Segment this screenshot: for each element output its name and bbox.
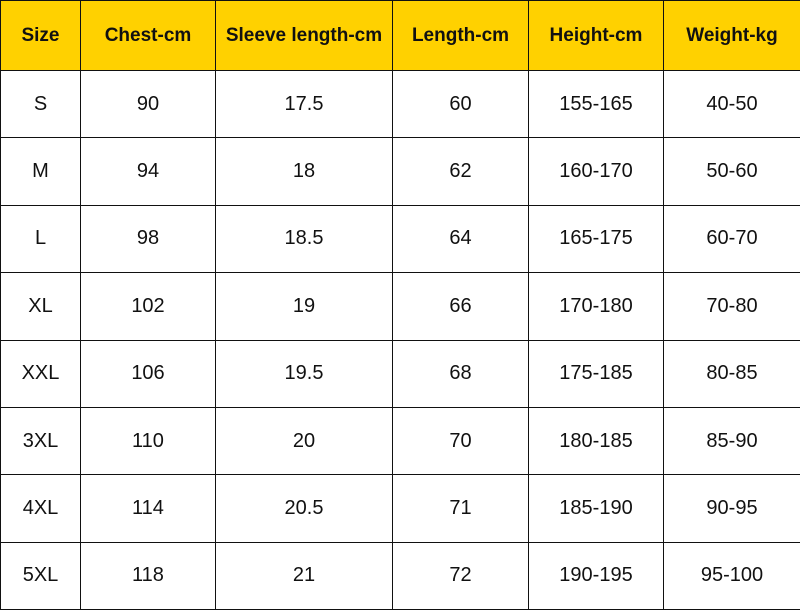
table-cell: 180-185 (528, 406, 664, 476)
table-cell: 70 (392, 406, 529, 476)
table-cell: 5XL (0, 541, 81, 610)
table-cell: 19 (215, 272, 393, 341)
table-cell: 102 (80, 272, 216, 341)
header-cell: Height-cm (528, 0, 664, 71)
header-cell: Sleeve length-cm (215, 0, 393, 71)
table-cell: 17.5 (215, 69, 393, 139)
table-cell: 21 (215, 541, 393, 610)
table-cell: 95-100 (663, 541, 800, 610)
table-row: 4XL 114 20.5 71 185-190 90-95 (0, 474, 800, 543)
table-cell: 68 (392, 339, 529, 408)
table-cell: 160-170 (528, 137, 664, 206)
header-cell: Length-cm (392, 0, 529, 71)
table-cell: 4XL (0, 474, 81, 543)
table-cell: 3XL (0, 406, 81, 476)
header-cell: Chest-cm (80, 0, 216, 71)
table-cell: 185-190 (528, 474, 664, 543)
table-cell: 60-70 (663, 204, 800, 274)
table-cell: M (0, 137, 81, 206)
table-cell: 98 (80, 204, 216, 274)
table-cell: 85-90 (663, 406, 800, 476)
table-cell: 66 (392, 272, 529, 341)
header-cell: Size (0, 0, 81, 71)
table-cell: 72 (392, 541, 529, 610)
table-cell: 62 (392, 137, 529, 206)
table-cell: 155-165 (528, 69, 664, 139)
table-cell: 190-195 (528, 541, 664, 610)
table-cell: 19.5 (215, 339, 393, 408)
table-row: XXL 106 19.5 68 175-185 80-85 (0, 339, 800, 408)
table-cell: XXL (0, 339, 81, 408)
table-cell: XL (0, 272, 81, 341)
table-cell: 18 (215, 137, 393, 206)
table-cell: 110 (80, 406, 216, 476)
table-cell: 94 (80, 137, 216, 206)
table-cell: 71 (392, 474, 529, 543)
table-cell: 50-60 (663, 137, 800, 206)
header-cell: Weight-kg (663, 0, 800, 71)
table-cell: 106 (80, 339, 216, 408)
table-cell: 175-185 (528, 339, 664, 408)
table-row: M 94 18 62 160-170 50-60 (0, 137, 800, 206)
table-cell: 70-80 (663, 272, 800, 341)
table-cell: S (0, 69, 81, 139)
table-cell: 118 (80, 541, 216, 610)
table-cell: 64 (392, 204, 529, 274)
table-cell: 114 (80, 474, 216, 543)
table-row: S 90 17.5 60 155-165 40-50 (0, 69, 800, 139)
table-cell: 20.5 (215, 474, 393, 543)
table-cell: 18.5 (215, 204, 393, 274)
table-cell: 60 (392, 69, 529, 139)
table-cell: 90 (80, 69, 216, 139)
table-cell: 90-95 (663, 474, 800, 543)
header-row: Size Chest-cm Sleeve length-cm Length-cm Hei… (0, 0, 800, 71)
table-row: XL 102 19 66 170-180 70-80 (0, 272, 800, 341)
table-row: 5XL 118 21 72 190-195 95-100 (0, 541, 800, 610)
table-cell: 80-85 (663, 339, 800, 408)
table-cell: L (0, 204, 81, 274)
table-cell: 40-50 (663, 69, 800, 139)
table-cell: 165-175 (528, 204, 664, 274)
table-cell: 170-180 (528, 272, 664, 341)
table-row: L 98 18.5 64 165-175 60-70 (0, 204, 800, 274)
table-row: 3XL 110 20 70 180-185 85-90 (0, 406, 800, 476)
table-cell: 20 (215, 406, 393, 476)
